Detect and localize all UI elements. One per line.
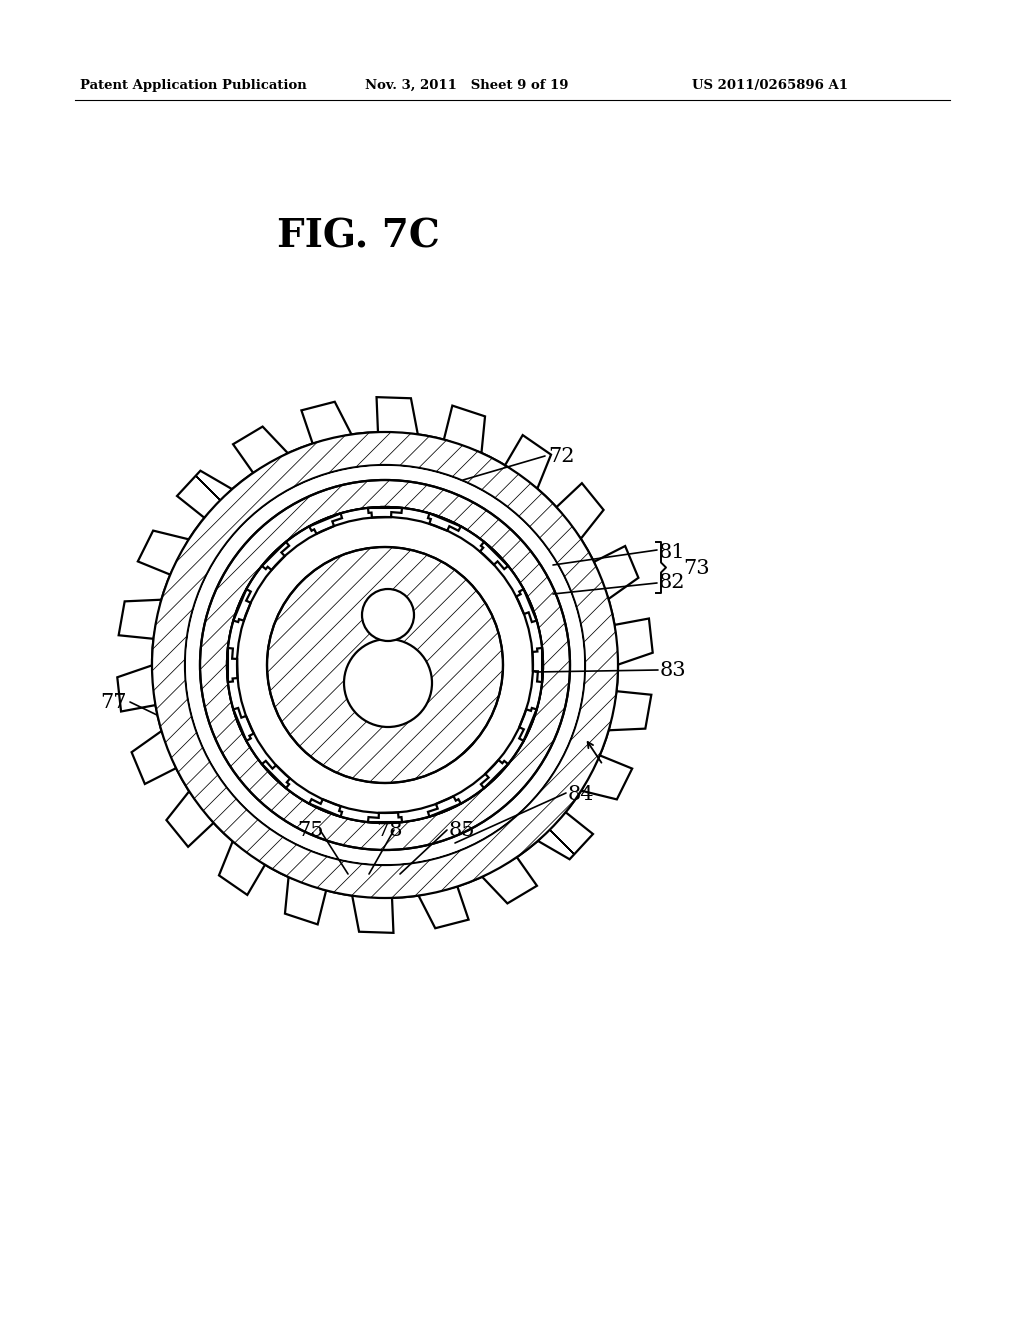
Polygon shape [262, 543, 289, 570]
Text: US 2011/0265896 A1: US 2011/0265896 A1 [692, 79, 848, 92]
Polygon shape [368, 812, 402, 822]
Circle shape [227, 507, 543, 822]
Polygon shape [538, 812, 593, 859]
Polygon shape [443, 405, 485, 453]
Circle shape [344, 639, 432, 727]
Polygon shape [119, 599, 162, 639]
Polygon shape [301, 401, 351, 444]
Polygon shape [516, 589, 537, 622]
Polygon shape [309, 799, 342, 817]
Text: 75: 75 [297, 821, 324, 840]
Circle shape [152, 432, 618, 898]
Polygon shape [556, 483, 603, 539]
Polygon shape [285, 876, 326, 924]
Circle shape [186, 466, 584, 865]
Polygon shape [532, 648, 542, 682]
Polygon shape [309, 513, 342, 533]
Polygon shape [519, 708, 537, 741]
Polygon shape [233, 708, 254, 741]
Polygon shape [419, 887, 469, 928]
Text: Patent Application Publication: Patent Application Publication [80, 79, 307, 92]
Text: 72: 72 [548, 446, 574, 466]
Circle shape [228, 508, 542, 822]
Polygon shape [428, 513, 461, 531]
Polygon shape [377, 397, 418, 434]
Text: 77: 77 [100, 693, 127, 711]
Text: 82: 82 [659, 573, 685, 593]
Polygon shape [481, 760, 508, 788]
Circle shape [200, 480, 570, 850]
Text: FIG. 7C: FIG. 7C [276, 218, 439, 256]
Polygon shape [233, 589, 251, 622]
Polygon shape [138, 531, 188, 574]
Polygon shape [167, 791, 214, 847]
Polygon shape [594, 546, 638, 599]
Circle shape [112, 392, 658, 939]
Polygon shape [505, 436, 551, 488]
Text: 73: 73 [683, 558, 710, 578]
Polygon shape [262, 760, 290, 788]
Text: 84: 84 [568, 785, 595, 804]
Polygon shape [132, 731, 176, 784]
Polygon shape [352, 896, 393, 933]
Circle shape [362, 589, 414, 642]
Text: 83: 83 [660, 660, 687, 680]
Polygon shape [482, 857, 537, 903]
Polygon shape [608, 692, 651, 730]
Polygon shape [480, 543, 508, 569]
Polygon shape [177, 471, 232, 517]
Polygon shape [118, 665, 156, 711]
Polygon shape [233, 426, 288, 473]
Circle shape [267, 546, 503, 783]
Polygon shape [614, 619, 652, 665]
Polygon shape [219, 841, 265, 895]
Polygon shape [368, 508, 402, 517]
Text: 81: 81 [659, 543, 686, 561]
Text: Nov. 3, 2011   Sheet 9 of 19: Nov. 3, 2011 Sheet 9 of 19 [365, 79, 568, 92]
Polygon shape [228, 648, 238, 682]
Text: 78: 78 [376, 821, 402, 840]
Circle shape [152, 432, 618, 898]
Circle shape [185, 465, 585, 865]
Polygon shape [428, 796, 461, 817]
Text: 85: 85 [449, 821, 475, 840]
Polygon shape [582, 755, 632, 800]
